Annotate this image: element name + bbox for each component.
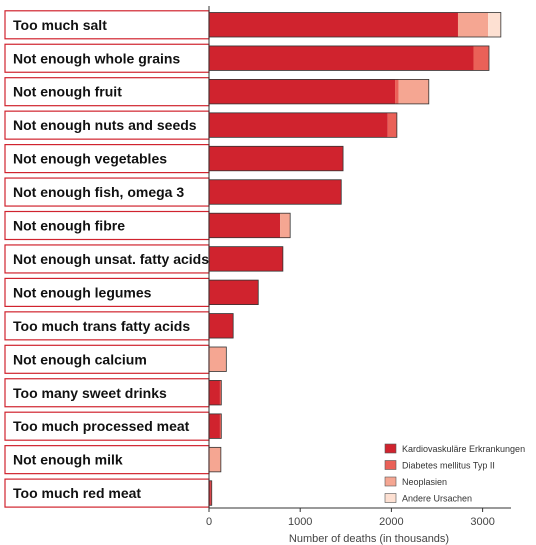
x-axis: 0 1000 2000 3000: [206, 6, 511, 528]
category-label: Not enough milk: [13, 452, 123, 468]
category-box: [4, 378, 210, 408]
bar-segment: [209, 246, 283, 272]
legend-swatch: [384, 443, 397, 454]
legend-swatch: [384, 476, 397, 487]
bar-segment: [219, 413, 222, 439]
category-box: [4, 277, 210, 307]
category-label: Too much trans fatty acids: [13, 318, 190, 334]
category-box: [4, 77, 210, 107]
category-label: Not enough fish, omega 3: [13, 184, 184, 200]
category-label: Not enough vegetables: [13, 151, 167, 167]
legend: Kardiovaskuläre Erkrankungen Diabetes mel…: [384, 443, 525, 504]
legend-label: Diabetes mellitus Typ II: [402, 461, 495, 471]
category-box: [4, 411, 210, 441]
category-box: [4, 177, 210, 207]
category-box: [4, 10, 210, 40]
bar-segment: [395, 79, 399, 104]
bar-segment: [209, 347, 227, 372]
category-label: Not enough legumes: [13, 284, 152, 300]
bar-segment: [209, 112, 388, 138]
bar-segment: [473, 45, 489, 71]
x-tick-label: 1000: [288, 516, 312, 528]
category-label: Not enough fibre: [13, 218, 125, 234]
bar-segment: [488, 12, 501, 37]
bar-segment: [209, 12, 458, 37]
bar-segment: [209, 313, 234, 339]
category-label: Too much salt: [13, 17, 107, 33]
bar-segment: [457, 12, 489, 37]
bar-segments: [208, 12, 502, 506]
x-tick-label: 3000: [470, 516, 494, 528]
category-label: Not enough unsat. fatty acids: [13, 251, 209, 267]
legend-label: Neoplasien: [402, 477, 447, 487]
category-box: [4, 43, 210, 73]
category-label: Too many sweet drinks: [13, 385, 167, 401]
bar-segment: [209, 179, 342, 205]
bar-segment: [219, 380, 222, 405]
bar-segment: [209, 413, 220, 439]
category-label: Not enough fruit: [13, 84, 122, 100]
legend-label: Kardiovaskuläre Erkrankungen: [402, 444, 525, 454]
category-label: Not enough calcium: [13, 351, 147, 367]
legend-swatch: [384, 493, 397, 503]
bar-segment: [209, 447, 221, 472]
category-box: [4, 210, 210, 241]
bar-segment: [398, 79, 429, 104]
category-label-boxes: Too much salt Not enough whole grains Not …: [4, 10, 210, 508]
x-tick-label: 0: [206, 516, 212, 528]
bar-segment: [209, 45, 474, 71]
category-box: [4, 244, 210, 274]
bar-segment: [209, 79, 396, 104]
bar-segment: [209, 380, 220, 405]
bar-segment: [209, 213, 281, 238]
bar-segment: [210, 480, 212, 506]
category-label: Not enough nuts and seeds: [13, 117, 197, 133]
category-box: [4, 144, 210, 174]
category-box: [4, 445, 210, 475]
bar-segment: [280, 213, 291, 238]
bar-segment: [209, 480, 211, 506]
x-tick-label: 2000: [379, 516, 403, 528]
category-label: Not enough whole grains: [13, 50, 180, 66]
category-label: Too much processed meat: [13, 418, 190, 434]
legend-swatch: [384, 460, 397, 470]
bar-segment: [387, 112, 397, 138]
category-label: Too much red meat: [13, 485, 141, 501]
x-axis-title: Number of deaths (in thousands): [289, 533, 449, 545]
legend-label: Andere Ursachen: [402, 494, 472, 504]
bar-segment: [209, 280, 259, 305]
category-box: [4, 311, 210, 341]
bar-segment: [209, 146, 344, 171]
